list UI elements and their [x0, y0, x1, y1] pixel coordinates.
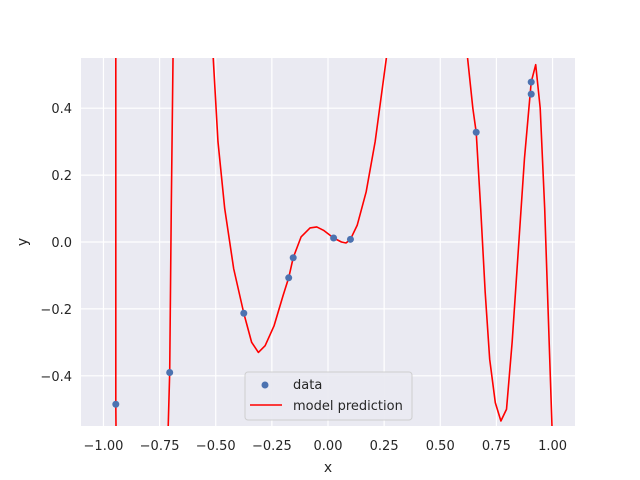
y-tick-label: 0.4: [51, 102, 72, 117]
data-point: [112, 400, 120, 408]
y-tick-label: −0.4: [40, 370, 72, 385]
x-tick-label: −1.00: [84, 439, 124, 454]
data-point: [285, 274, 293, 282]
x-tick-label: −0.50: [196, 439, 236, 454]
y-tick-label: −0.2: [40, 303, 72, 318]
x-axis-label: x: [324, 460, 332, 476]
x-tick-label: 1.00: [538, 439, 567, 454]
y-tick-label: 0.0: [51, 236, 72, 251]
y-axis-label: y: [15, 238, 31, 246]
line-layer: [115, 58, 553, 426]
x-tick-label: 0.25: [370, 439, 399, 454]
legend-line-label: model prediction: [293, 399, 403, 414]
legend-box: [244, 371, 413, 421]
data-point: [166, 368, 174, 376]
x-tick-label: 0.00: [314, 439, 343, 454]
model-prediction-line: [115, 58, 553, 426]
legend-data-label: data: [293, 378, 322, 393]
data-point: [346, 235, 354, 243]
data-point: [240, 309, 248, 317]
x-tick-labels: −1.00 −0.75 −0.50 −0.25 0.00 0.25 0.50 0.75 1.00: [84, 439, 567, 454]
y-tick-label: 0.2: [51, 169, 72, 184]
data-point: [527, 90, 535, 98]
x-tick-label: −0.25: [252, 439, 292, 454]
data-point: [527, 78, 535, 86]
y-tick-labels: −0.4 −0.2 0.0 0.2 0.4: [40, 102, 72, 385]
point-layer: [112, 78, 535, 408]
data-point: [472, 128, 480, 136]
data-point: [330, 234, 338, 242]
x-tick-label: −0.75: [140, 439, 180, 454]
x-tick-label: 0.50: [426, 439, 455, 454]
legend: data model prediction: [244, 371, 413, 421]
x-tick-label: 0.75: [482, 439, 511, 454]
data-point: [289, 254, 297, 262]
legend-data-marker: [261, 381, 269, 389]
